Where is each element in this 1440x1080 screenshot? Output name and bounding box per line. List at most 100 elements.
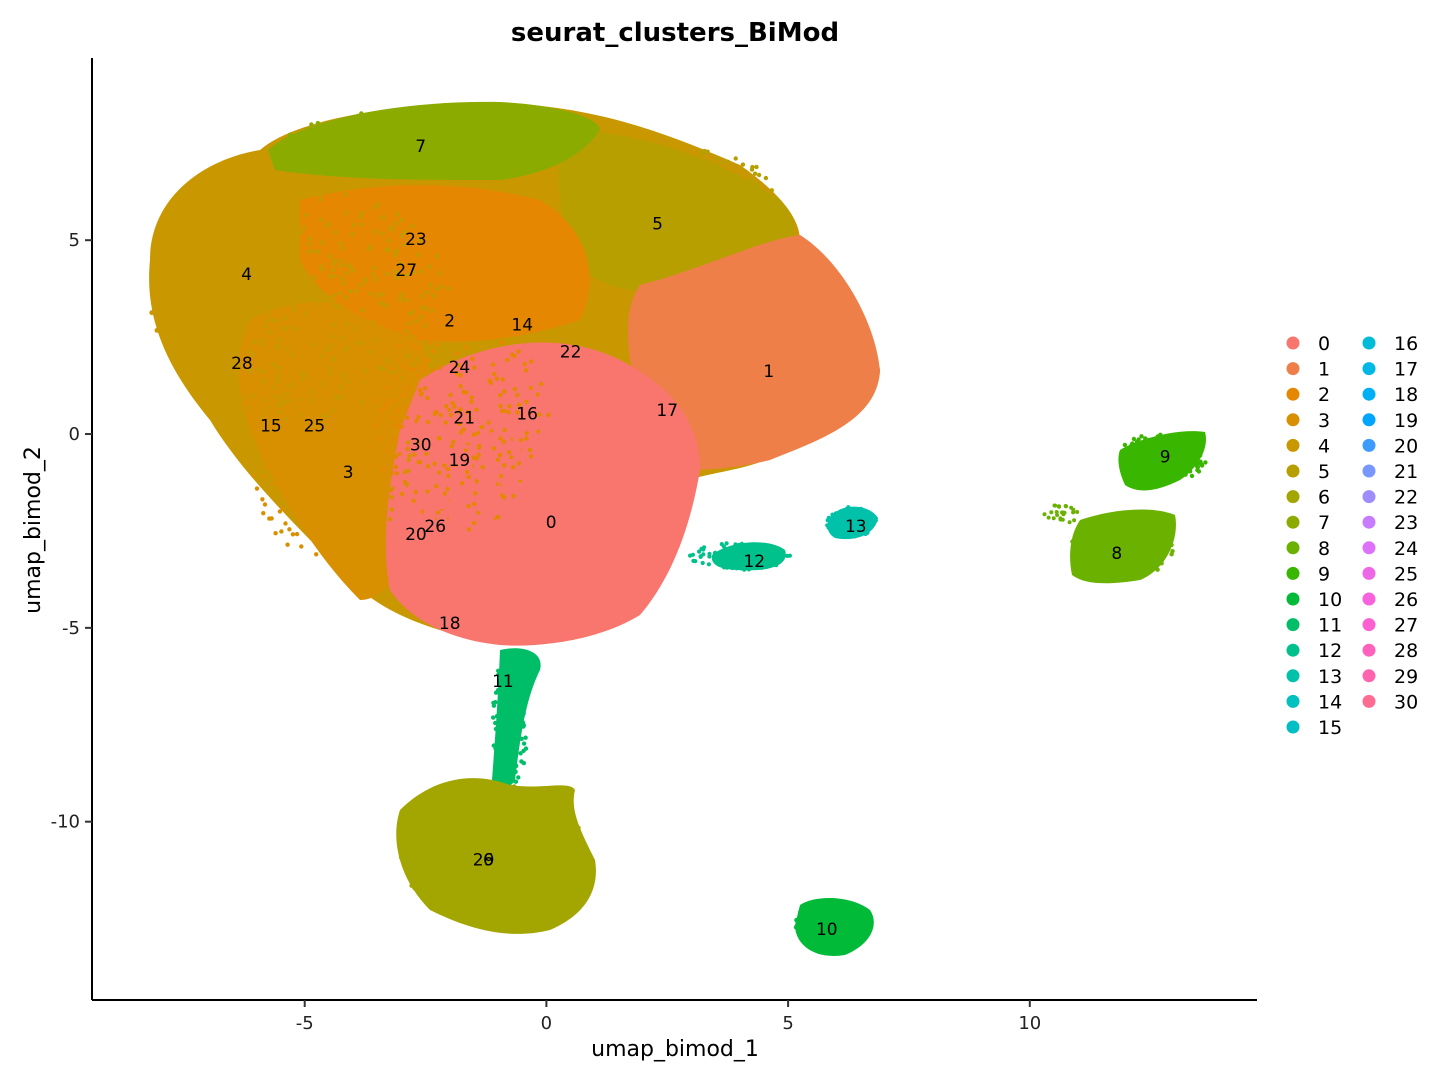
legend-label-29: 29	[1394, 666, 1418, 688]
x-axis-ticks: -5 0 5 10	[296, 1000, 1041, 1034]
legend-key-25	[1362, 566, 1376, 580]
cluster-label-11: 11	[492, 672, 514, 692]
legend-key-20	[1362, 438, 1376, 452]
legend-label-18: 18	[1394, 384, 1418, 406]
legend-label-17: 17	[1394, 359, 1418, 381]
cluster-label-19: 19	[449, 451, 471, 471]
legend-key-24	[1362, 541, 1376, 555]
legend-label-8: 8	[1318, 538, 1330, 560]
y-axis-title: umap_bimod_2	[21, 446, 46, 614]
legend-key-8	[1286, 541, 1300, 555]
legend-key-21	[1362, 464, 1376, 478]
cluster-label-20: 20	[405, 525, 427, 545]
legend-key-12	[1286, 643, 1300, 657]
cluster-label-1: 1	[763, 362, 774, 382]
legend-key-3	[1286, 413, 1300, 427]
legend-label-2: 2	[1318, 384, 1330, 406]
legend-label-25: 25	[1394, 563, 1418, 585]
cluster-label-23: 23	[405, 230, 427, 250]
cluster-label-18: 18	[439, 614, 461, 634]
cluster-label-14: 14	[511, 316, 533, 336]
legend-label-26: 26	[1394, 589, 1418, 611]
cluster-label-16: 16	[516, 405, 538, 425]
cluster-label-29: 29	[473, 850, 495, 870]
legend-key-2	[1286, 387, 1300, 401]
legend-key-22	[1362, 490, 1376, 504]
legend-label-12: 12	[1318, 640, 1342, 662]
cluster-label-12: 12	[743, 552, 765, 572]
legend-key-15	[1286, 720, 1300, 734]
legend-label-10: 10	[1318, 589, 1342, 611]
cluster-label-4: 4	[241, 265, 252, 285]
legend-key-14	[1286, 694, 1300, 708]
legend-label-13: 13	[1318, 666, 1342, 688]
point-clouds	[149, 101, 1208, 956]
cluster-label-27: 27	[395, 261, 417, 281]
cluster-label-22: 22	[560, 343, 582, 363]
legend: 0123456789101112131415161718192021222324…	[1286, 333, 1418, 739]
legend-key-26	[1362, 592, 1376, 606]
y-tick-label: -10	[51, 812, 80, 833]
legend-label-20: 20	[1394, 435, 1418, 457]
legend-key-5	[1286, 464, 1300, 478]
legend-label-24: 24	[1394, 538, 1418, 560]
cluster-label-3: 3	[343, 463, 354, 483]
cluster-label-9: 9	[1160, 447, 1171, 467]
legend-label-0: 0	[1318, 333, 1330, 355]
legend-key-27	[1362, 618, 1376, 632]
legend-key-23	[1362, 515, 1376, 529]
cluster-2-region	[300, 185, 590, 342]
legend-key-13	[1286, 669, 1300, 683]
cluster-label-26: 26	[424, 517, 446, 537]
cluster-3-region	[238, 301, 432, 600]
legend-label-9: 9	[1318, 563, 1330, 585]
legend-label-1: 1	[1318, 359, 1330, 381]
cluster-label-13: 13	[845, 517, 867, 537]
legend-label-16: 16	[1394, 333, 1418, 355]
legend-key-17	[1362, 362, 1376, 376]
legend-key-1	[1286, 362, 1300, 376]
legend-label-21: 21	[1394, 461, 1418, 483]
legend-key-18	[1362, 387, 1376, 401]
legend-label-7: 7	[1318, 512, 1330, 534]
cluster-label-6: 6	[483, 850, 494, 870]
legend-key-30	[1362, 694, 1376, 708]
legend-label-6: 6	[1318, 487, 1330, 509]
y-tick-label: -5	[62, 618, 80, 639]
cluster-label-15: 15	[260, 416, 282, 436]
x-tick-label: 0	[541, 1013, 552, 1034]
legend-label-22: 22	[1394, 487, 1418, 509]
x-axis-title: umap_bimod_1	[591, 1037, 759, 1062]
legend-key-19	[1362, 413, 1376, 427]
legend-label-14: 14	[1318, 691, 1342, 713]
cluster-label-28: 28	[231, 354, 253, 374]
legend-label-15: 15	[1318, 717, 1342, 739]
x-tick-label: 10	[1018, 1013, 1041, 1034]
legend-key-28	[1362, 643, 1376, 657]
y-tick-label: 5	[69, 230, 80, 251]
cluster-label-30: 30	[410, 436, 432, 456]
legend-label-23: 23	[1394, 512, 1418, 534]
legend-label-5: 5	[1318, 461, 1330, 483]
legend-label-30: 30	[1394, 691, 1418, 713]
legend-key-4	[1286, 438, 1300, 452]
legend-key-9	[1286, 566, 1300, 580]
legend-key-10	[1286, 592, 1300, 606]
cluster-11-region	[492, 648, 541, 788]
legend-label-19: 19	[1394, 410, 1418, 432]
legend-key-0	[1286, 336, 1300, 350]
cluster-label-5: 5	[652, 215, 663, 235]
legend-label-3: 3	[1318, 410, 1330, 432]
legend-label-11: 11	[1318, 615, 1342, 637]
cluster-label-2: 2	[444, 312, 455, 332]
cluster-8-region	[1070, 509, 1176, 584]
y-axis-ticks: 5 0 -5 -10	[51, 230, 92, 833]
cluster-0-region	[385, 342, 700, 646]
cluster-label-8: 8	[1111, 544, 1122, 564]
cluster-label-0: 0	[546, 513, 557, 533]
legend-key-11	[1286, 618, 1300, 632]
x-tick-label: 5	[782, 1013, 793, 1034]
y-tick-label: 0	[69, 424, 80, 445]
